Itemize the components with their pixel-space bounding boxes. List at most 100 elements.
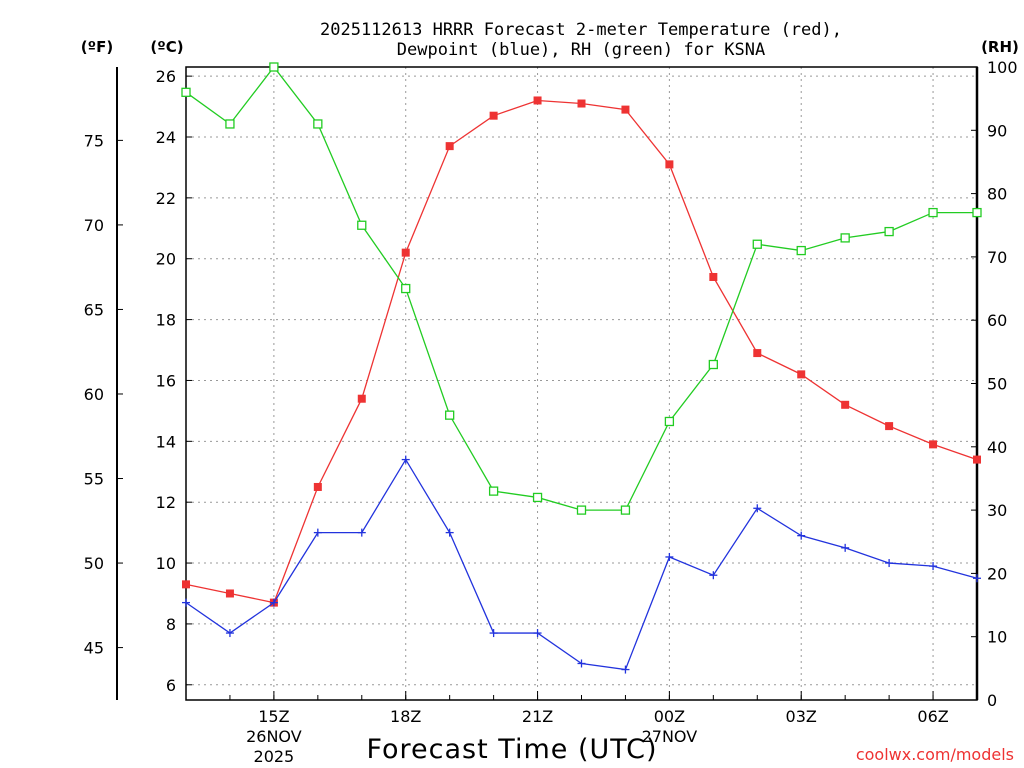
rh-tick-label: 20: [987, 564, 1007, 583]
x-tick-date: 27NOV: [642, 727, 698, 746]
dewpoint-point: [753, 504, 762, 513]
temperature-point: [885, 422, 894, 431]
chart-title-line2: Dewpoint (blue), RH (green) for KSNA: [397, 40, 765, 60]
rh-point: [840, 233, 850, 243]
rh-tick-label: 0: [987, 691, 997, 710]
rh-point: [313, 119, 323, 129]
rh-point: [752, 239, 762, 249]
rh-tick-label: 50: [987, 375, 1007, 394]
fahrenheit-tick-label: 60: [84, 385, 104, 404]
axes: [116, 66, 979, 701]
temperature-point: [225, 589, 234, 598]
series-dewpoint: [182, 455, 981, 674]
fahrenheit-tick-label: 75: [84, 131, 104, 150]
temperature-point: [489, 111, 498, 120]
celsius-tick-label: 26: [156, 67, 176, 86]
temperature-point: [929, 440, 938, 449]
tick-labels: 6 8 10 12 14 16 18 20 22 24 26 45 50 55 60 65 70 75 0 10 20 3…: [84, 58, 1018, 766]
dewpoint-point: [182, 598, 190, 607]
x-tick-year: 2025: [254, 747, 295, 766]
temperature-point: [841, 400, 850, 409]
temperature-point: [709, 272, 718, 281]
plot-frame: [185, 66, 978, 701]
x-tick-label: 21Z: [522, 707, 553, 726]
dewpoint-point: [401, 455, 410, 464]
rh-tick-label: 30: [987, 501, 1007, 520]
rh-point: [576, 505, 587, 515]
rh-point: [445, 410, 455, 420]
rh-point: [401, 283, 411, 294]
rh-point: [225, 119, 235, 129]
dewpoint-point: [577, 659, 586, 668]
rh-point: [972, 207, 982, 218]
rh-point: [488, 486, 499, 496]
rh-point: [269, 62, 279, 72]
rh-point: [928, 207, 938, 218]
dewpoint-point: [225, 629, 234, 638]
rh-axis-label: (RH): [981, 38, 1019, 56]
celsius-tick-label: 18: [156, 311, 176, 330]
x-axis-title: Forecast Time (UTC): [366, 734, 657, 765]
fahrenheit-tick-label: 65: [84, 300, 104, 319]
celsius-tick-label: 10: [156, 554, 176, 573]
series-temperature: [182, 96, 981, 607]
dewpoint-point: [885, 559, 894, 568]
dewpoint-point: [357, 528, 366, 537]
celsius-tick-label: 6: [166, 676, 176, 695]
rh-tick-label: 60: [987, 311, 1007, 330]
temperature-point: [182, 580, 190, 589]
celsius-axis-label: (ºC): [150, 38, 183, 56]
fahrenheit-axis-label: (ºF): [81, 38, 113, 56]
x-tick-label: 00Z: [654, 707, 685, 726]
dewpoint-point: [533, 629, 542, 638]
dewpoint-point: [489, 629, 498, 638]
fahrenheit-tick-label: 45: [84, 639, 104, 658]
rh-line: [185, 65, 977, 511]
dewpoint-point: [797, 531, 806, 540]
temperature-point: [533, 96, 542, 105]
temperature-point: [621, 105, 630, 114]
rh-point: [532, 492, 543, 503]
celsius-tick-label: 24: [156, 128, 176, 147]
grid-lines: [186, 67, 977, 700]
temperature-point: [973, 455, 981, 464]
temperature-point: [313, 482, 322, 491]
temperature-point: [401, 248, 410, 257]
x-tick-label: 18Z: [390, 707, 421, 726]
dewpoint-point: [621, 665, 630, 674]
chart-title-line1: 2025112613 HRRR Forecast 2-meter Tempera…: [320, 20, 842, 40]
temperature-point: [577, 99, 586, 108]
dewpoint-point: [973, 574, 981, 583]
rh-tick-label: 80: [987, 185, 1007, 204]
data-series: [181, 62, 982, 674]
rh-point: [620, 505, 631, 515]
dewpoint-point: [709, 571, 718, 580]
credit-text: coolwx.com/models: [856, 745, 1014, 764]
rh-point: [884, 226, 894, 237]
rh-point: [796, 245, 806, 256]
rh-tick-label: 40: [987, 438, 1007, 457]
rh-tick-label: 70: [987, 248, 1007, 267]
celsius-tick-label: 16: [156, 371, 176, 390]
x-tick-label: 15Z: [258, 707, 289, 726]
series-rh: [181, 62, 982, 515]
dewpoint-point: [445, 528, 454, 537]
temperature-point: [665, 160, 674, 169]
fahrenheit-tick-label: 50: [84, 554, 104, 573]
fahrenheit-tick-label: 70: [84, 216, 104, 235]
rh-tick-label: 100: [987, 58, 1018, 77]
dewpoint-point: [665, 552, 674, 561]
celsius-tick-label: 14: [156, 432, 176, 451]
x-tick-date: 26NOV: [246, 727, 302, 746]
dewpoint-point: [313, 528, 322, 537]
rh-point: [181, 87, 191, 97]
dewpoint-point: [929, 562, 938, 571]
rh-point: [357, 220, 367, 230]
dewpoint-point: [841, 543, 850, 552]
x-tick-label: 03Z: [786, 707, 817, 726]
celsius-tick-label: 22: [156, 189, 176, 208]
temperature-line: [185, 99, 978, 604]
dewpoint-line: [185, 458, 978, 671]
temperature-point: [445, 142, 454, 151]
